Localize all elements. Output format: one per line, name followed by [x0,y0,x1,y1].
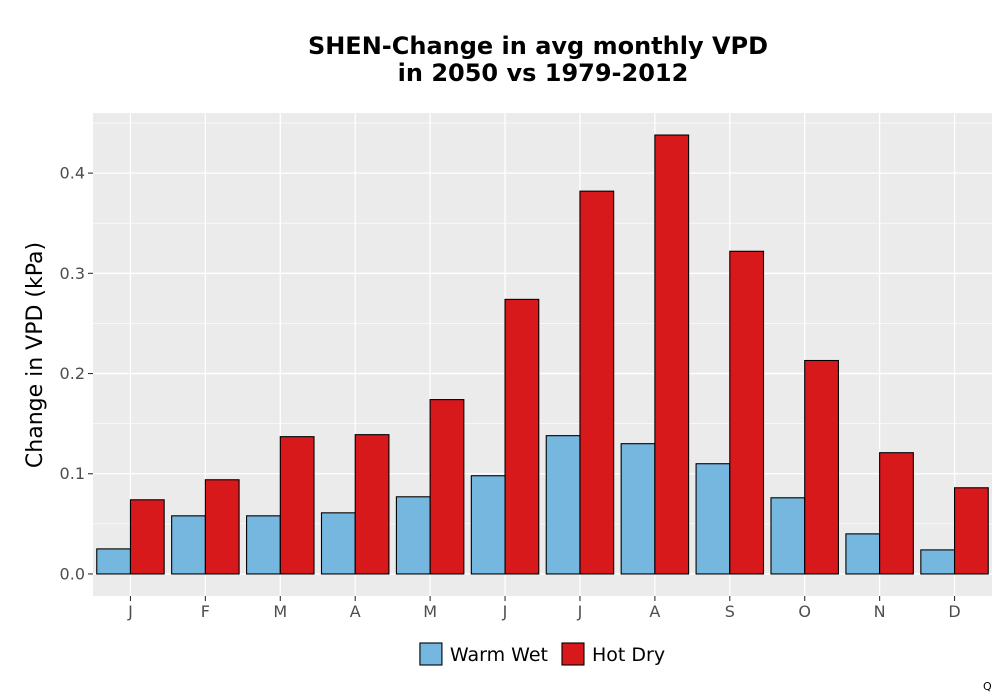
bar-hot-dry-5 [429,399,465,575]
bar-warm-wet-6 [470,475,506,575]
bar-warm-wet-11 [845,533,881,575]
chart-title-line-1: SHEN-Change in avg monthly VPD [308,32,768,60]
bar-hot-dry-11 [879,452,914,575]
x-tick-label: D [948,602,960,621]
bar-hot-dry-10 [804,359,839,575]
y-axis-title: Change in VPD (kPa) [23,242,48,468]
y-tick-label: 0.3 [60,264,85,283]
legend-key-hot-dry [561,642,585,666]
y-tick-label: 0.0 [60,564,85,583]
caption-text: Q [983,680,992,693]
x-tick-label: A [649,602,660,621]
legend-label: Hot Dry [592,644,665,666]
y-tick-label: 0.1 [60,464,85,483]
x-tick-label: S [725,602,735,621]
bars-group [96,134,989,575]
y-axis: 0.0 0.1 0.2 0.3 0.4 [60,164,93,583]
bar-warm-wet-8 [620,443,656,575]
bar-warm-wet-4 [320,512,356,575]
bar-warm-wet-7 [545,435,581,575]
bar-hot-dry-9 [729,250,765,575]
x-tick-label: N [874,602,886,621]
x-tick-label: J [127,602,133,621]
bar-hot-dry-6 [504,298,540,575]
bar-hot-dry-4 [354,434,390,575]
bar-hot-dry-7 [579,190,615,575]
y-tick-label: 0.4 [60,164,85,183]
legend-key-warm-wet [419,642,443,666]
y-tick-label: 0.2 [60,364,85,383]
bar-warm-wet-12 [920,549,956,575]
x-tick-label: J [577,602,583,621]
bar-warm-wet-10 [770,497,806,575]
legend-label: Warm Wet [450,644,548,666]
x-tick-label: M [273,602,287,621]
x-tick-label: F [201,602,210,621]
bar-hot-dry-2 [204,479,240,575]
bar-hot-dry-3 [279,436,315,575]
bar-warm-wet-1 [96,548,132,575]
x-tick-label: M [423,602,437,621]
chart-title-line-2: in 2050 vs 1979-2012 [398,59,689,87]
legend: Warm Wet Hot Dry [419,642,665,666]
bar-warm-wet-2 [171,515,206,575]
x-tick-label: O [798,602,811,621]
bar-warm-wet-3 [246,515,281,575]
bar-warm-wet-5 [395,496,431,575]
bar-warm-wet-9 [695,463,731,575]
bar-hot-dry-12 [953,487,989,575]
x-tick-label: J [502,602,508,621]
bar-hot-dry-8 [654,134,690,575]
x-tick-label: A [350,602,361,621]
bar-hot-dry-1 [129,499,165,575]
plot-panel [93,113,992,596]
